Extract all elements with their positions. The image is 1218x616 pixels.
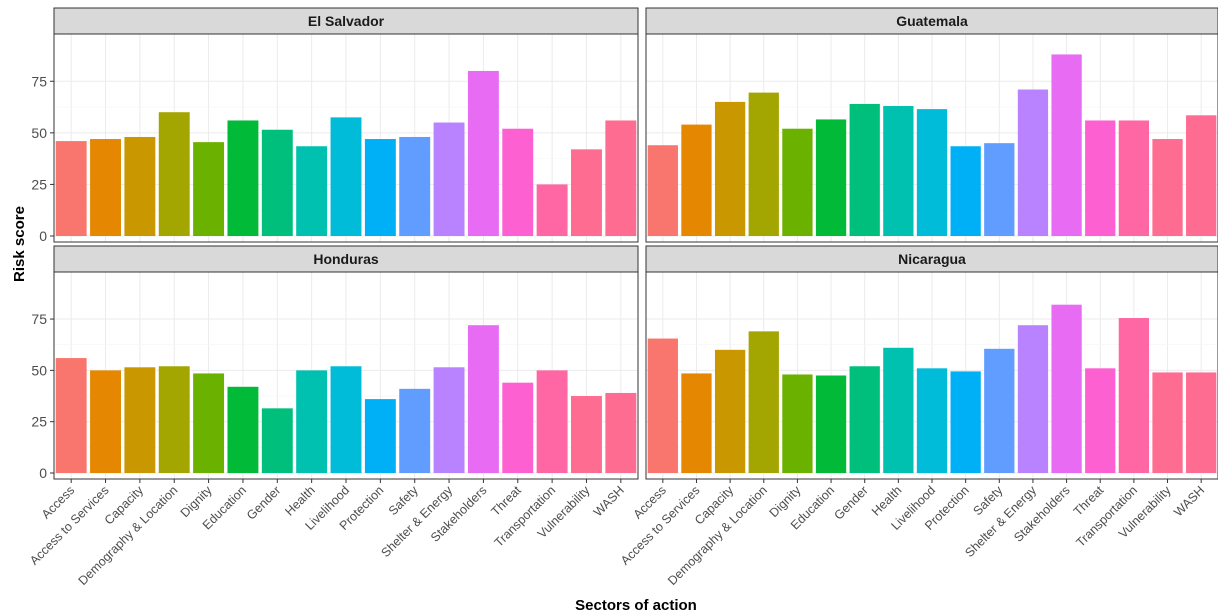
x-axis-title: Sectors of action <box>575 597 697 611</box>
bar <box>55 358 87 473</box>
y-tick-label: 75 <box>31 311 47 327</box>
bar <box>296 146 328 236</box>
facet-strip <box>645 7 1218 35</box>
y-tick-label: 50 <box>31 362 47 378</box>
x-tick-label: Gender <box>831 483 870 522</box>
bar <box>502 382 534 473</box>
bar <box>158 112 190 236</box>
bar <box>815 119 847 236</box>
bar <box>849 366 880 473</box>
bar <box>1118 318 1150 473</box>
bar <box>748 331 779 473</box>
bar <box>984 348 1015 473</box>
bar <box>227 120 259 236</box>
bar <box>399 388 431 473</box>
bar <box>433 367 465 473</box>
bar <box>364 399 396 473</box>
bar <box>714 101 746 236</box>
bar <box>681 373 712 473</box>
bar <box>467 70 499 237</box>
bar <box>227 386 259 473</box>
bar <box>124 136 156 236</box>
bar <box>433 122 465 236</box>
bar <box>1085 120 1116 236</box>
bar <box>193 142 225 236</box>
bar <box>467 325 499 473</box>
bar <box>502 128 534 236</box>
bar <box>1017 325 1049 473</box>
bar <box>364 139 396 236</box>
x-tick-label: Gender <box>244 483 283 522</box>
bar <box>124 367 156 473</box>
bar <box>1118 120 1150 236</box>
y-tick-label: 50 <box>31 125 47 141</box>
bar <box>883 106 914 236</box>
bar <box>1051 304 1082 473</box>
y-tick-label: 75 <box>31 73 47 89</box>
bar <box>950 146 981 236</box>
bar <box>1186 372 1217 473</box>
bar <box>90 370 121 473</box>
bar <box>1186 115 1217 236</box>
bar <box>399 136 431 236</box>
bar <box>261 408 293 473</box>
facet-title: Honduras <box>313 251 379 267</box>
y-tick-label: 0 <box>39 465 47 481</box>
bar <box>330 366 362 473</box>
bar <box>261 129 293 236</box>
bar <box>647 338 678 473</box>
bar <box>605 120 637 236</box>
y-axis-title: Risk score <box>11 206 28 282</box>
bar <box>571 149 602 236</box>
bar <box>1017 89 1049 236</box>
bar <box>1152 139 1183 236</box>
x-tick-label: WASH <box>1171 483 1207 519</box>
bar <box>883 347 914 473</box>
panel-border <box>645 33 1218 243</box>
bar <box>916 109 948 236</box>
bar <box>605 392 637 473</box>
bar <box>55 141 87 236</box>
facet-title: Nicaragua <box>898 251 966 267</box>
bar <box>782 128 813 236</box>
facet-title: El Salvador <box>308 13 385 29</box>
bar <box>984 143 1015 236</box>
facet-strip <box>53 7 639 35</box>
bar <box>536 370 568 473</box>
bar <box>714 349 746 473</box>
facet-strip <box>645 245 1218 273</box>
x-tick-label: WASH <box>591 483 627 519</box>
bar <box>815 375 847 473</box>
y-tick-label: 25 <box>31 176 47 192</box>
bar <box>571 396 602 473</box>
bar <box>950 371 981 473</box>
facet-title: Guatemala <box>896 13 968 29</box>
bar <box>849 103 880 237</box>
bar <box>748 92 779 236</box>
bar <box>90 139 121 236</box>
y-tick-label: 0 <box>39 228 47 244</box>
bar <box>782 374 813 473</box>
bar <box>536 184 568 236</box>
bar <box>158 366 190 473</box>
bar <box>1085 368 1116 473</box>
panel-border <box>53 33 639 243</box>
bar <box>1051 54 1082 236</box>
bar <box>330 117 362 236</box>
bar <box>647 145 678 236</box>
bar <box>193 373 225 473</box>
bar <box>916 368 948 473</box>
bar <box>1152 372 1183 473</box>
y-tick-label: 25 <box>31 414 47 430</box>
bar <box>296 370 328 473</box>
bar <box>681 124 712 236</box>
facet-strip <box>53 245 639 273</box>
